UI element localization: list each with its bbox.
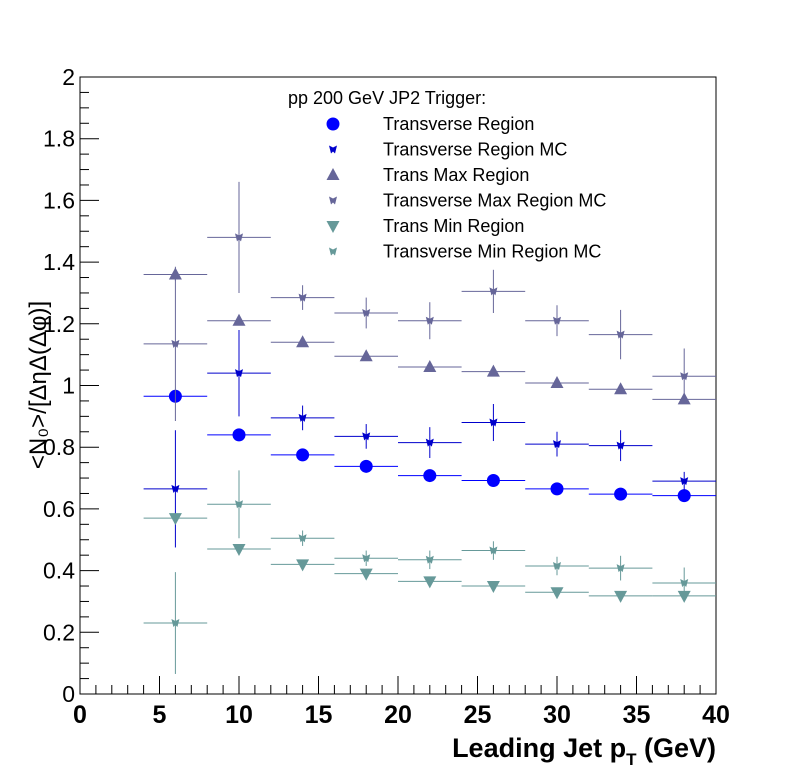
legend-label: Transverse Region MC [383,140,567,160]
legend-label: Trans Min Region [383,216,524,236]
data-point [614,590,628,603]
x-tick-label: 35 [623,701,651,729]
data-point [298,293,307,302]
data-point [171,339,180,348]
data-point [171,484,180,493]
data-point [550,587,564,600]
data-point [486,474,500,488]
data-point [489,418,498,427]
data-point [232,544,246,557]
y-tick-label: 2 [62,64,75,90]
y-tick-labels: 0 0.2 0.4 0.6 0.8 1 1.2 1.4 1.6 1.8 2 [43,64,75,707]
data-point [296,335,310,348]
data-point [362,554,371,563]
legend-marker [326,221,340,233]
y-tick-label: 0.4 [43,558,75,584]
legend-label: Trans Max Region [383,165,529,185]
data-point [680,372,689,381]
data-point [680,578,689,587]
legend-marker [326,117,340,131]
data-point [425,555,434,564]
data-point [359,568,373,581]
data-point [616,441,625,450]
legend-label: Transverse Region [383,114,534,134]
data-point [550,376,564,389]
x-tick-label: 15 [305,701,333,729]
data-point [614,487,628,501]
data-point [362,432,371,441]
legend-marker [329,196,337,205]
x-tick-label: 0 [73,701,87,729]
x-tick-label: 40 [702,701,730,729]
y-tick-label: 1.2 [43,311,75,337]
x-tick-label: 10 [225,701,253,729]
data-point [553,316,561,325]
x-axis-label-main: Leading Jet p [452,733,626,763]
x-axis-label-unit: (GeV) [636,733,716,763]
series-1 [143,329,716,548]
data-point [362,309,371,318]
axis-ticks [79,76,717,695]
legend-marker [329,247,337,256]
legend-label: Transverse Max Region MC [383,191,606,211]
data-point [486,581,500,594]
x-tick-label: 5 [153,701,167,729]
data-point [359,349,373,362]
data-point [550,482,564,496]
x-axis-label: Leading Jet pT (GeV) [452,733,716,769]
data-point [423,576,437,589]
x-tick-label: 20 [384,701,412,729]
y-axis-label: <N₀>/[ΔηΔ(Δφ)] [25,301,52,469]
data-point [614,382,628,395]
data-point [489,287,498,296]
legend-label: Transverse Min Region MC [383,242,601,262]
y-tick-label: 1 [62,373,75,399]
data-point [298,534,307,543]
legend-marker [326,168,340,180]
series-4 [143,513,716,603]
y-tick-label: 0.6 [43,496,75,522]
data-point [425,438,434,447]
data-point [235,233,243,242]
data-point [296,448,310,462]
x-axis-label-subscript: T [626,750,637,769]
data-point [423,469,437,483]
series-5 [143,470,716,674]
data-point [235,500,243,509]
data-point [680,477,689,486]
y-tick-label: 0.2 [43,619,75,645]
data-point [232,428,246,442]
y-tick-label: 0 [62,681,75,707]
data-point [296,559,310,572]
data-point [423,359,437,372]
data-point [298,413,307,422]
data-point [616,564,625,573]
legend-title: pp 200 GeV JP2 Trigger: [288,88,486,108]
legend-marker [329,145,337,154]
data-point [168,513,182,526]
data-point [616,330,625,339]
data-point [553,440,561,449]
data-point [553,561,561,570]
data-marks [143,181,716,674]
x-tick-label: 25 [464,701,492,729]
data-point [677,489,691,503]
y-tick-label: 1.6 [43,187,75,213]
y-tick-label: 1.8 [43,126,75,152]
y-tick-label: 1.4 [43,249,75,275]
legend: pp 200 GeV JP2 Trigger: Transverse Regio… [288,88,606,262]
x-tick-label: 30 [543,701,571,729]
y-tick-label: 0.8 [43,434,75,460]
series-3 [143,181,716,421]
data-point [235,369,243,378]
data-point [359,459,373,473]
data-point [171,619,180,628]
data-point [425,316,434,325]
x-tick-labels: 0 5 10 15 20 25 30 35 40 [73,701,730,729]
data-point [232,313,246,326]
data-point [486,364,500,377]
data-point [489,546,498,555]
